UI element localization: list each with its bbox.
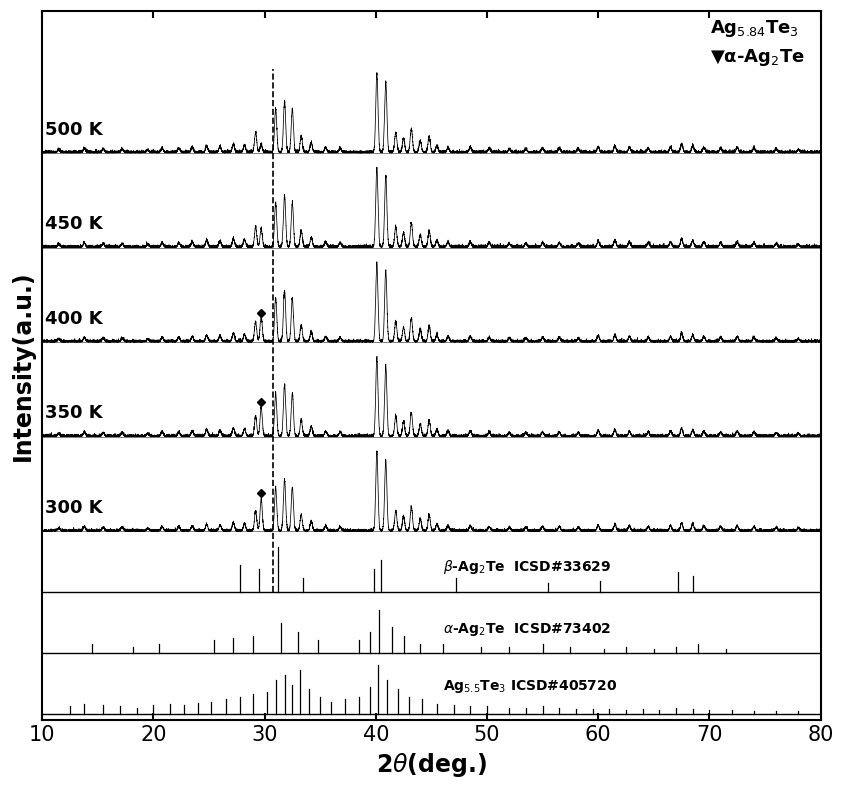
- Text: 500 K: 500 K: [46, 121, 103, 138]
- Text: 450 K: 450 K: [46, 215, 103, 233]
- X-axis label: 2$\theta$(deg.): 2$\theta$(deg.): [376, 750, 486, 779]
- Text: Ag$_{5.84}$Te$_3$
▼α-Ag$_2$Te: Ag$_{5.84}$Te$_3$ ▼α-Ag$_2$Te: [710, 18, 804, 68]
- Text: $\beta$-Ag$_2$Te  ICSD#33629: $\beta$-Ag$_2$Te ICSD#33629: [442, 558, 610, 576]
- Y-axis label: Intensity(a.u.): Intensity(a.u.): [11, 270, 35, 461]
- Text: 350 K: 350 K: [46, 404, 103, 423]
- Text: Ag$_{5.5}$Te$_3$ ICSD#405720: Ag$_{5.5}$Te$_3$ ICSD#405720: [442, 679, 616, 695]
- Text: 300 K: 300 K: [46, 498, 103, 517]
- Text: 400 K: 400 K: [46, 310, 103, 328]
- Text: $\alpha$-Ag$_2$Te  ICSD#73402: $\alpha$-Ag$_2$Te ICSD#73402: [442, 621, 610, 638]
